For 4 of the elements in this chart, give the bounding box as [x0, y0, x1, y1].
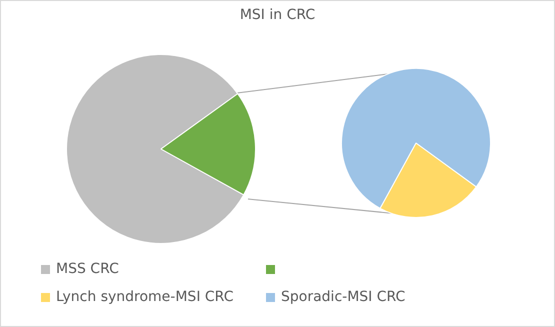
legend-label: MSS CRC — [56, 261, 119, 277]
legend-label: Lynch syndrome-MSI CRC — [56, 289, 234, 305]
legend-label: Sporadic-MSI CRC — [281, 289, 406, 305]
chart-title: MSI in CRC — [238, 7, 316, 23]
